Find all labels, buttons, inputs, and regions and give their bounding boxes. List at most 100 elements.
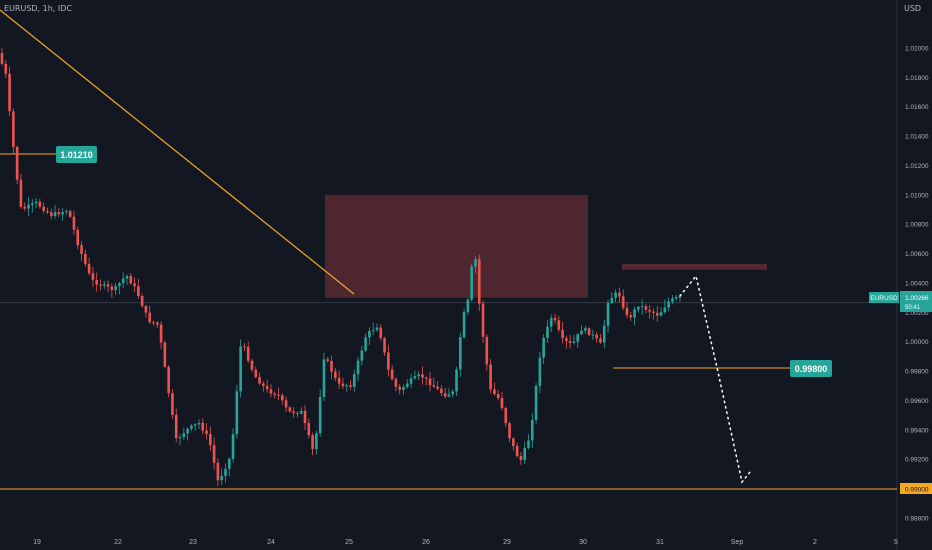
- projection-path[interactable]: [679, 274, 751, 484]
- candle-166: [629, 311, 633, 322]
- candle-23: [87, 257, 91, 276]
- candle-body-70: [265, 385, 269, 390]
- candle-113: [428, 371, 432, 392]
- candle-73: [277, 387, 280, 401]
- candle-29: [110, 283, 114, 298]
- candle-163: [618, 287, 621, 303]
- candle-body-65: [246, 346, 250, 361]
- candle-5: [19, 174, 23, 209]
- candle-body-132: [500, 397, 504, 409]
- candle-body-157: [595, 334, 598, 339]
- candle-body-63: [239, 346, 242, 392]
- candle-body-53: [201, 422, 205, 431]
- candle-body-19: [72, 216, 76, 230]
- candle-59: [224, 463, 227, 483]
- candle-176: [667, 297, 670, 312]
- candle-12: [46, 207, 49, 215]
- candle-body-23: [87, 263, 91, 274]
- candle-153: [580, 325, 583, 336]
- candle-body-66: [250, 360, 254, 370]
- candle-body-80: [303, 410, 307, 424]
- candle-body-22: [84, 253, 87, 264]
- candle-body-175: [663, 307, 667, 313]
- annotation-label-1[interactable]: 1.01210: [56, 146, 97, 163]
- candle-50: [190, 424, 193, 431]
- candle-body-129: [489, 364, 492, 390]
- candle-body-25: [95, 279, 98, 285]
- candle-body-37: [140, 296, 144, 307]
- candle-55: [209, 426, 212, 451]
- projection-dotted-line: [679, 274, 751, 484]
- candle-body-30: [114, 286, 117, 291]
- candle-66: [250, 358, 254, 373]
- candle-body-163: [618, 292, 621, 297]
- annotation-label-2[interactable]: 0.99800: [790, 360, 832, 377]
- candle-body-142: [538, 357, 542, 387]
- candle-87: [330, 355, 333, 380]
- candle-49: [186, 427, 189, 441]
- candle-body-51: [193, 424, 197, 426]
- candle-body-67: [254, 369, 258, 378]
- candle-body-152: [576, 334, 580, 342]
- candle-122: [462, 308, 466, 339]
- candle-41: [155, 321, 159, 328]
- candle-body-133: [504, 408, 508, 424]
- candle-143: [542, 334, 545, 365]
- symbol-tag-bg: [869, 292, 899, 303]
- trend-line[interactable]: [0, 9, 355, 295]
- supply-zone[interactable]: [325, 194, 588, 298]
- candle-body-26: [99, 284, 102, 286]
- candle-body-49: [186, 428, 189, 434]
- x-tick-1: 22: [114, 539, 122, 546]
- candle-body-158: [599, 338, 602, 343]
- candle-body-161: [610, 297, 614, 303]
- candle-body-147: [557, 320, 561, 330]
- candle-17: [65, 209, 68, 215]
- candle-125: [474, 256, 477, 274]
- candle-126: [477, 254, 481, 311]
- candle-body-29: [110, 286, 114, 291]
- candle-body-5: [19, 179, 23, 207]
- candle-body-14: [53, 212, 57, 217]
- candle-81: [307, 418, 311, 439]
- candle-body-91: [345, 385, 348, 387]
- candle-body-11: [42, 206, 45, 211]
- candle-146: [553, 313, 557, 325]
- candle-123: [466, 297, 470, 316]
- y-tick-12: 0.99600: [905, 398, 929, 405]
- candles: [0, 48, 682, 487]
- candle-body-58: [220, 475, 223, 481]
- price-axis[interactable]: 1.02000 1.01800 1.01600 1.01400 1.01200 1.010…: [905, 46, 929, 523]
- candle-67: [254, 366, 258, 379]
- candle-119: [451, 389, 455, 398]
- candle-48: [182, 427, 186, 441]
- candle-165: [625, 302, 629, 319]
- candle-144: [546, 320, 549, 344]
- time-axis[interactable]: 19 22 23 24 25 26 29 30 31 Sep 2 5: [33, 539, 898, 546]
- candle-13: [49, 208, 53, 220]
- candle-body-107: [405, 383, 409, 387]
- small-resistance-zone[interactable]: [622, 263, 767, 270]
- candle-104: [394, 376, 398, 392]
- candle-body-94: [356, 360, 360, 375]
- candle-4: [15, 145, 19, 185]
- candle-174: [659, 306, 663, 317]
- current-price-value: 1.00266: [905, 295, 929, 302]
- candle-173: [655, 306, 659, 322]
- candle-168: [637, 305, 640, 313]
- candle-71: [269, 384, 273, 398]
- candle-body-48: [182, 433, 186, 438]
- candle-64: [243, 342, 246, 352]
- candle-body-95: [360, 350, 364, 361]
- candle-139: [527, 434, 530, 450]
- candle-47: [178, 433, 182, 446]
- candle-35: [133, 277, 136, 293]
- candle-145: [549, 314, 553, 333]
- candle-body-83: [315, 433, 318, 450]
- x-tick-8: 31: [656, 539, 664, 546]
- candle-body-101: [383, 338, 386, 353]
- candle-138: [523, 441, 527, 465]
- candle-body-85: [322, 359, 326, 397]
- candle-134: [508, 421, 511, 443]
